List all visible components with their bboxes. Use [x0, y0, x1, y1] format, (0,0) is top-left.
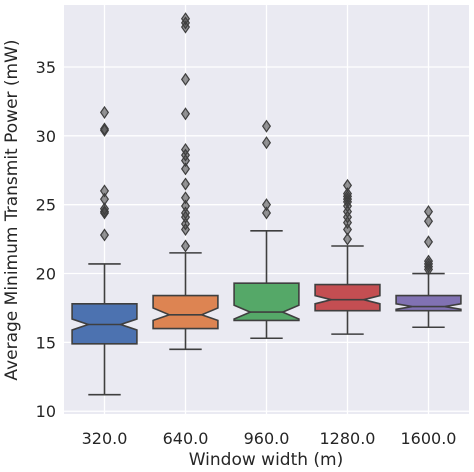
outlier-point — [180, 72, 191, 86]
box-body — [395, 294, 462, 312]
box-group — [71, 105, 138, 396]
box-body — [233, 282, 300, 322]
x-tick-label: 960.0 — [244, 429, 290, 448]
y-tick-label: 20 — [36, 265, 56, 284]
outlier-point — [99, 123, 110, 137]
outlier-point — [423, 262, 434, 276]
boxes — [71, 12, 462, 396]
y-tick-label: 35 — [36, 58, 56, 77]
x-tick-label: 1600.0 — [401, 429, 457, 448]
outlier-point — [180, 239, 191, 253]
y-tick-label: 30 — [36, 127, 56, 146]
box-group — [152, 12, 219, 351]
box-body — [314, 283, 381, 312]
tick-labels: 10 15 20 25 30 35 320.0 640.0 960.0 1280.0 1600.0 — [36, 58, 457, 448]
y-tick-label: 15 — [36, 333, 56, 352]
outlier-point — [261, 119, 272, 133]
outlier-point — [180, 162, 191, 176]
outlier-point — [99, 105, 110, 119]
y-axis-label: Average Minimum Transmit Power (mW) — [2, 39, 22, 380]
outlier-point — [261, 136, 272, 150]
outlier-point — [180, 222, 191, 237]
box-body — [152, 294, 219, 330]
box-group — [395, 205, 462, 329]
x-axis-label: Window width (m) — [189, 450, 344, 470]
outlier-point — [99, 228, 110, 242]
y-tick-label: 25 — [36, 196, 56, 215]
box-group — [233, 119, 300, 340]
outlier-point — [99, 206, 110, 220]
box-group — [314, 178, 381, 335]
x-tick-label: 320.0 — [82, 429, 128, 448]
outlier-point — [423, 214, 434, 228]
x-tick-label: 640.0 — [163, 429, 209, 448]
outlier-point — [180, 107, 191, 121]
outlier-point — [423, 235, 434, 249]
x-tick-label: 1280.0 — [320, 429, 376, 448]
outlier-point — [261, 206, 272, 220]
outlier-point — [342, 232, 353, 246]
y-tick-label: 10 — [36, 402, 56, 421]
outlier-point — [180, 177, 191, 191]
outlier-point — [180, 20, 191, 34]
